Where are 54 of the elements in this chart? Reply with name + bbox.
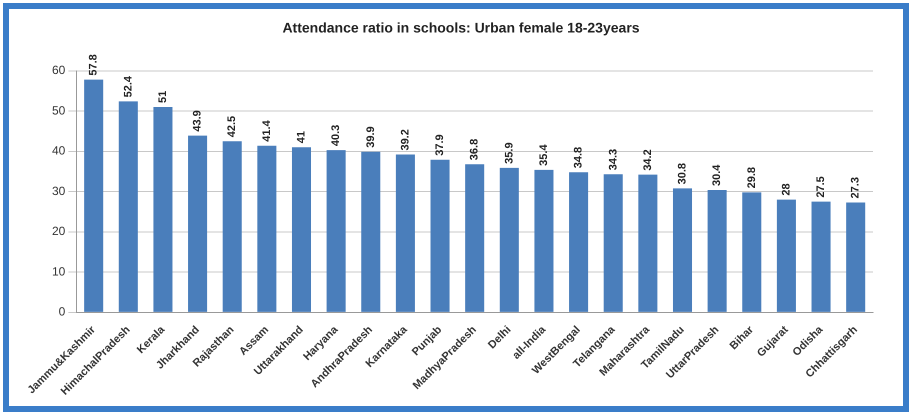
data-label: 41 bbox=[296, 131, 308, 144]
data-label: 35.4 bbox=[538, 144, 550, 166]
bar bbox=[465, 164, 484, 312]
y-tick-label: 40 bbox=[52, 144, 66, 158]
bar bbox=[118, 101, 138, 312]
bar bbox=[672, 188, 692, 312]
data-label: 34.3 bbox=[607, 148, 620, 170]
data-label: 34.2 bbox=[642, 149, 654, 171]
data-label: 40.3 bbox=[330, 124, 342, 146]
data-label: 35.9 bbox=[503, 142, 516, 164]
bar bbox=[708, 190, 727, 312]
data-label: 39.2 bbox=[399, 129, 412, 151]
y-tick-label: 30 bbox=[52, 184, 66, 198]
data-label: 29.8 bbox=[746, 166, 758, 188]
data-label: 51 bbox=[156, 90, 169, 104]
bar bbox=[153, 107, 172, 312]
bar bbox=[430, 160, 450, 312]
bar bbox=[742, 192, 762, 312]
data-label: 28 bbox=[780, 183, 792, 196]
data-label: 39.9 bbox=[364, 126, 377, 148]
bar bbox=[84, 80, 104, 312]
bar bbox=[604, 174, 623, 312]
bar bbox=[396, 154, 415, 312]
data-label: 36.8 bbox=[468, 138, 481, 160]
bar bbox=[638, 174, 658, 312]
y-tick-label: 60 bbox=[52, 63, 66, 78]
bar bbox=[846, 202, 866, 312]
data-label: 27.5 bbox=[815, 176, 828, 198]
data-label: 27.3 bbox=[850, 177, 862, 198]
bar bbox=[569, 172, 588, 312]
data-label: 30.8 bbox=[676, 162, 689, 184]
data-label: 52.4 bbox=[122, 75, 134, 98]
bar bbox=[257, 146, 276, 312]
bar bbox=[326, 150, 346, 312]
y-tick-label: 10 bbox=[52, 264, 66, 278]
bar bbox=[500, 168, 519, 312]
data-label: 42.5 bbox=[226, 116, 238, 138]
chart-title: Attendance ratio in schools: Urban female 18-23years bbox=[282, 19, 640, 36]
y-tick-label: 20 bbox=[52, 224, 66, 238]
bar bbox=[222, 141, 242, 312]
bar bbox=[534, 170, 554, 312]
bar bbox=[812, 202, 831, 312]
bar bbox=[188, 136, 208, 312]
y-tick-label: 50 bbox=[52, 103, 66, 118]
bar bbox=[776, 200, 796, 312]
bar bbox=[361, 152, 380, 312]
data-label: 34.8 bbox=[572, 146, 585, 168]
data-label: 41.4 bbox=[260, 119, 273, 142]
bar bbox=[292, 147, 312, 312]
data-label: 43.9 bbox=[192, 110, 204, 132]
data-label: 57.8 bbox=[88, 54, 100, 76]
data-label: 37.9 bbox=[434, 134, 446, 156]
data-label: 30.4 bbox=[711, 164, 724, 186]
y-tick-label: 0 bbox=[58, 304, 66, 319]
